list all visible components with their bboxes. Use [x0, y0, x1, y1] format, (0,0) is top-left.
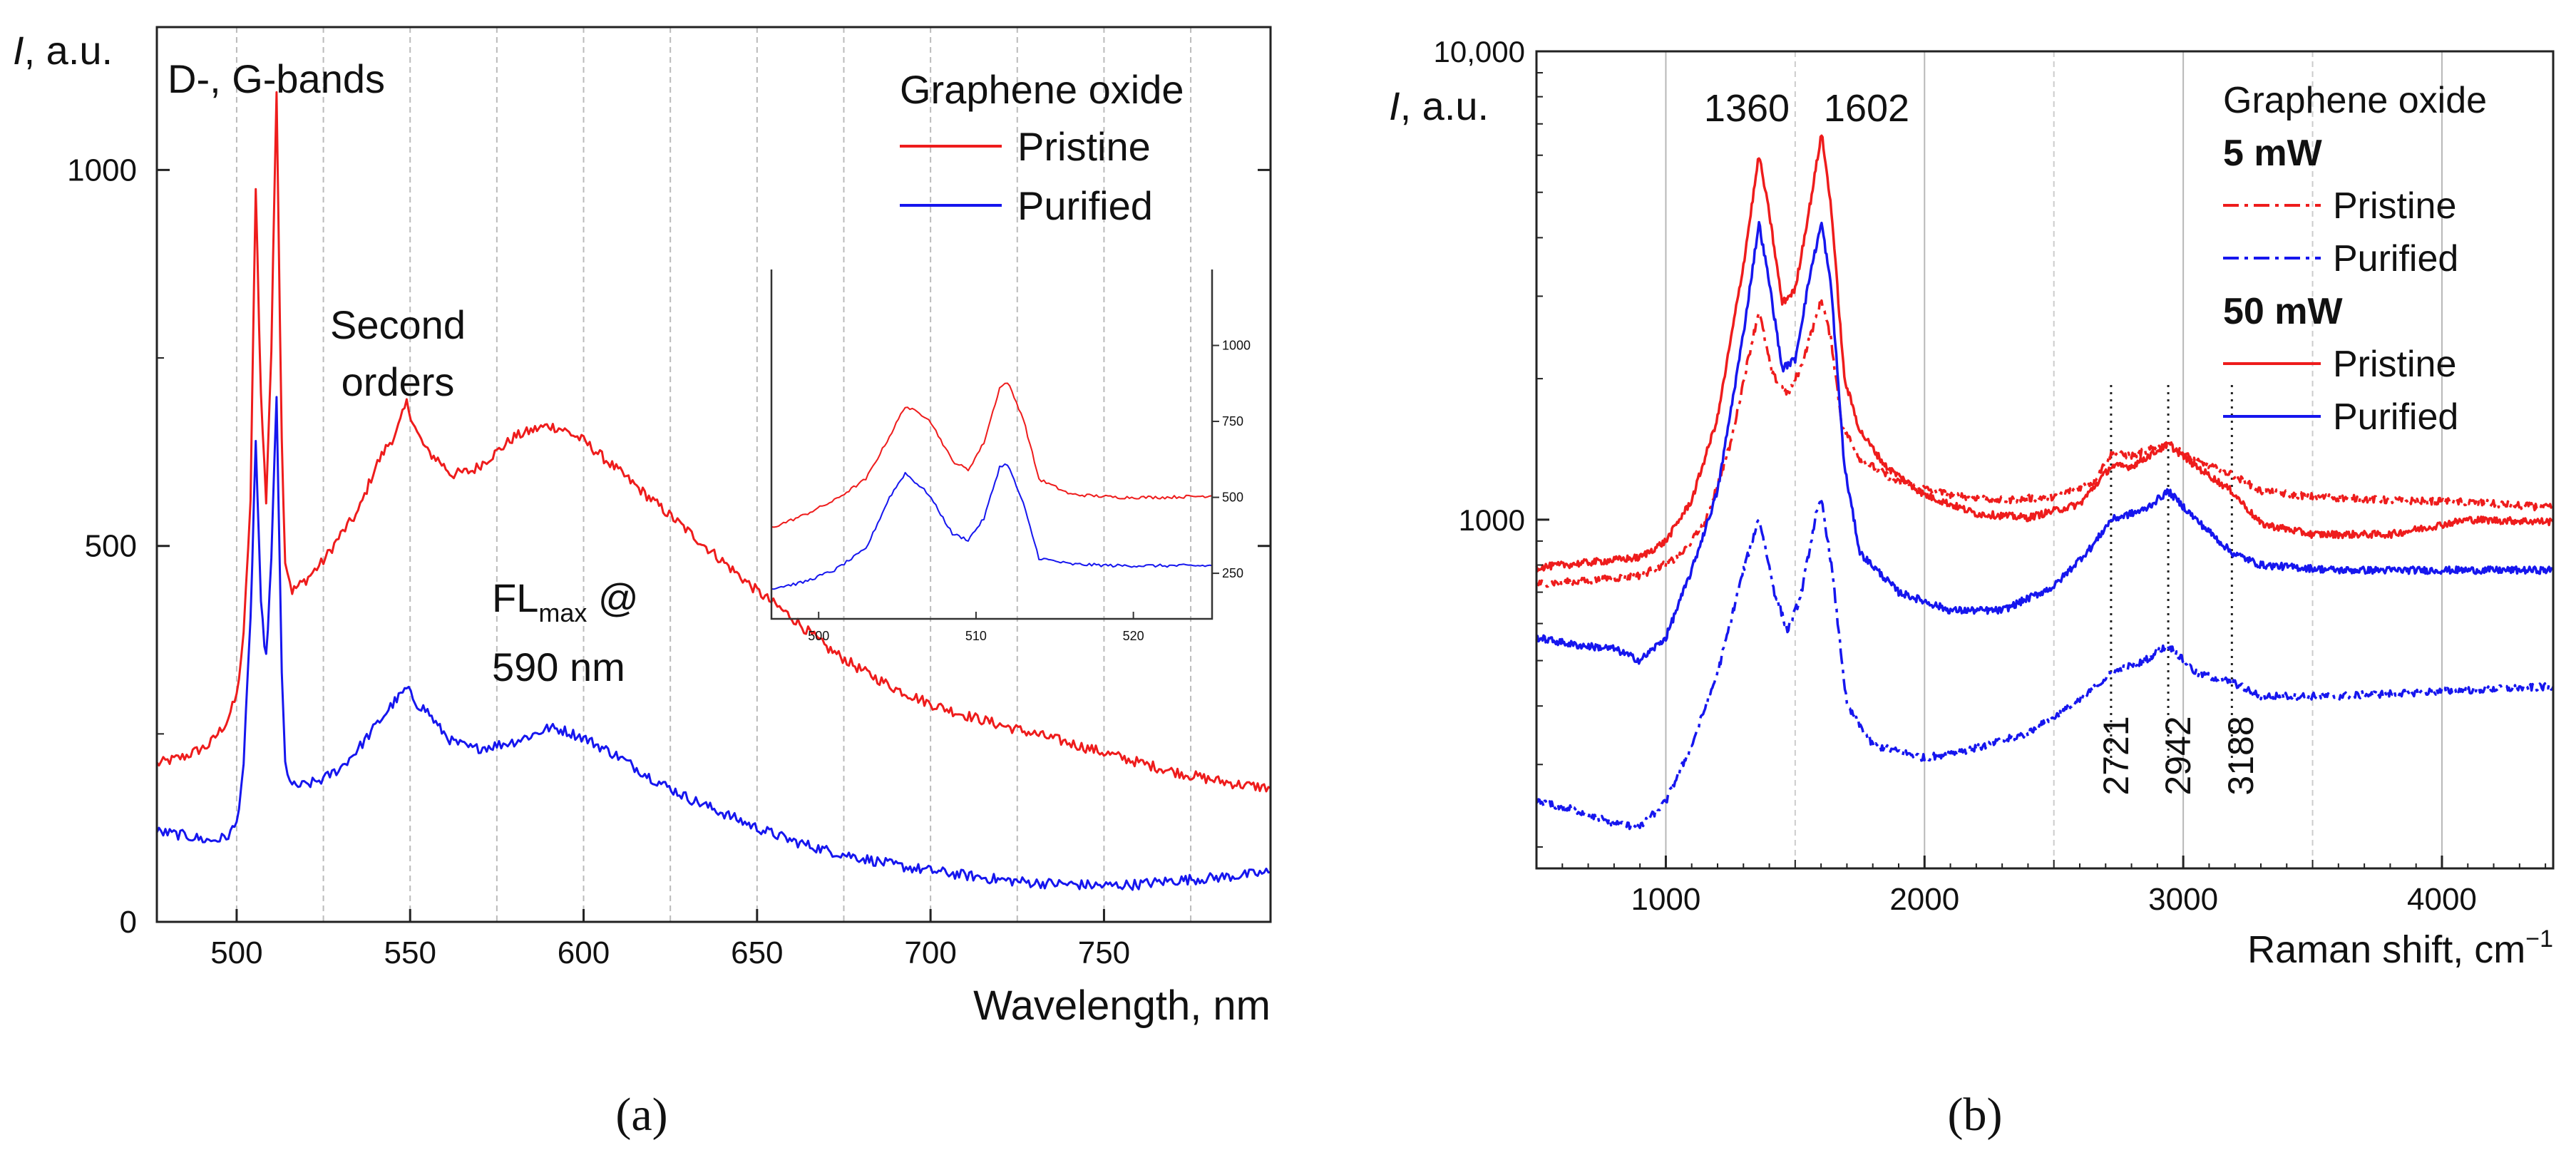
- inset-series-purified: [771, 463, 1213, 590]
- tick-label-b-x-3000: 3000: [2148, 882, 2218, 917]
- tick-label-a-x-750: 750: [1078, 935, 1130, 970]
- series-a-purified: [155, 396, 1271, 891]
- inset-series-pristine: [771, 382, 1213, 528]
- series-b-pristine-50-mw: [1535, 134, 2555, 573]
- panel-b-xlabel-sup: −1: [2525, 925, 2553, 953]
- panel-b-ylabel-italic: I: [1389, 83, 1400, 128]
- panel-a-series: [155, 91, 1271, 891]
- series-b-purified-50-mw: [1535, 220, 2555, 665]
- vline-label-2942: 2942: [2158, 716, 2198, 795]
- panel-a-ticks: 500 550 600 650 700 750 0 500 1000: [67, 153, 1271, 970]
- panel-b-xlabel: Raman shift, cm−1: [2247, 925, 2553, 971]
- panel-a-inset: 500 510 520 250 500 750 1000: [770, 270, 1251, 643]
- panel-a-xlabel: Wavelength, nm: [973, 982, 1271, 1029]
- tick-label-a-y-1000: 1000: [67, 153, 137, 188]
- vline-label-3188: 3188: [2221, 716, 2261, 795]
- tick-label-b-x-1000: 1000: [1631, 882, 1700, 917]
- legend-pristine-label: Pristine: [1017, 124, 1151, 169]
- series-a-pristine: [155, 91, 1271, 793]
- panel-b-legend-title: Graphene oxide: [2223, 80, 2487, 121]
- vline-label-2721: 2721: [2096, 716, 2136, 795]
- inset-tick-label-y-250: 250: [1222, 566, 1243, 580]
- inset-tick-label-y-1000: 1000: [1222, 339, 1251, 353]
- legend-group-50mw: 50 mW: [2223, 291, 2344, 332]
- inset-tick-label-x-520: 520: [1123, 629, 1144, 643]
- panel-b-ylabel-rest: , a.u.: [1400, 83, 1489, 128]
- tick-label-b-y-10000: 10,000: [1434, 35, 1525, 68]
- panel-a-legend: Graphene oxide Pristine Purified: [900, 67, 1184, 228]
- annotation-second-orders-1: Second: [330, 302, 466, 347]
- legend-5mw-pristine-label: Pristine: [2333, 185, 2456, 227]
- annotation-second-orders-2: orders: [342, 359, 455, 404]
- tick-label-b-x-4000: 4000: [2407, 882, 2477, 917]
- panel-b-plot-frame: [1535, 50, 2555, 870]
- legend-purified-label: Purified: [1017, 183, 1153, 228]
- tick-label-a-x-650: 650: [731, 935, 783, 970]
- series-b-purified-5-mw: [1535, 500, 2555, 831]
- inset-tick-label-x-500: 500: [808, 629, 829, 643]
- inset-axes: [770, 270, 1213, 620]
- legend-group-5mw: 5 mW: [2223, 133, 2323, 174]
- panel-b: 1000 2000 3000 4000 1000 10,000 I, a.u. Raman…: [1389, 35, 2555, 1141]
- panel-a-plot-frame: [155, 26, 1272, 923]
- tick-label-a-x-700: 700: [904, 935, 956, 970]
- peak-label-1602: 1602: [1824, 87, 1909, 130]
- panel-a-legend-title: Graphene oxide: [900, 67, 1184, 112]
- legend-50mw-pristine-label: Pristine: [2333, 344, 2456, 385]
- inset-tick-label-x-510: 510: [965, 629, 987, 643]
- inset-tick-label-y-500: 500: [1222, 491, 1243, 505]
- tick-label-b-x-2000: 2000: [1889, 882, 1959, 917]
- panel-a-ylabel-italic: I: [13, 28, 24, 73]
- annotation-fl-max: FLmax @: [492, 575, 639, 627]
- legend-50mw-purified-label: Purified: [2333, 396, 2458, 438]
- inset-tick-label-y-750: 750: [1222, 414, 1243, 428]
- annotation-fl-sub: max: [538, 598, 587, 627]
- panel-b-ylabel: I, a.u.: [1389, 83, 1489, 128]
- panel-a-caption: (a): [615, 1089, 667, 1141]
- panel-a-ylabel-rest: , a.u.: [24, 28, 113, 73]
- tick-label-b-y-1000: 1000: [1459, 503, 1525, 537]
- panel-b-xlabel-text: Raman shift, cm: [2247, 928, 2525, 971]
- annotation-fl-wavelength: 590 nm: [492, 645, 625, 689]
- tick-label-a-x-600: 600: [558, 935, 610, 970]
- annotation-bands: D-, G-bands: [168, 56, 385, 101]
- annotation-fl: FL: [492, 575, 538, 620]
- peak-label-1360: 1360: [1704, 87, 1790, 130]
- tick-label-a-y-500: 500: [85, 529, 137, 564]
- tick-label-a-x-550: 550: [384, 935, 436, 970]
- series-b-pristine-5-mw: [1535, 299, 2555, 588]
- tick-label-a-x-500: 500: [210, 935, 262, 970]
- inset-ticks: 500 510 520 250 500 750 1000: [808, 339, 1251, 643]
- panel-b-vline-labels: 2721 2942 3188: [2096, 716, 2261, 795]
- panel-b-series: [1535, 134, 2555, 831]
- inset-series: [771, 382, 1213, 590]
- panel-b-gridlines: [1665, 51, 2443, 868]
- panel-b-ticks: 1000 2000 3000 4000 1000 10,000: [1434, 35, 2547, 917]
- panel-b-legend: Graphene oxide 5 mW Pristine Purified 50…: [2223, 80, 2487, 438]
- panel-a-ylabel: I, a.u.: [13, 28, 113, 73]
- tick-label-a-y-0: 0: [120, 905, 137, 940]
- panel-b-caption: (b): [1948, 1089, 2003, 1141]
- legend-5mw-purified-label: Purified: [2333, 238, 2458, 279]
- panel-a: 500 550 600 650 700 750 0 500 1000 I, a.u. Wavel…: [13, 26, 1272, 1141]
- panel-b-peak-markers: [2110, 385, 2233, 770]
- annotation-fl-at: @: [587, 575, 638, 620]
